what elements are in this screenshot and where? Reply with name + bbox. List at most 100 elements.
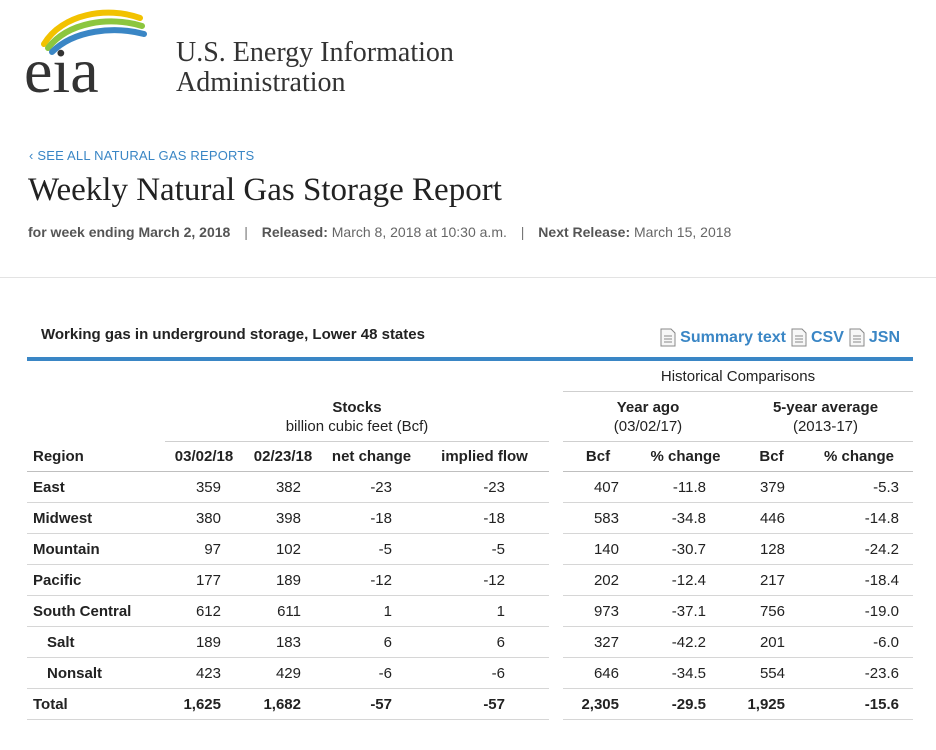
value-cell: -18	[420, 502, 549, 534]
value-cell: -24.2	[805, 533, 913, 565]
historical-comparisons-header: Historical Comparisons	[660, 368, 816, 385]
value-cell: 756	[738, 595, 805, 627]
value-cell: 327	[563, 626, 633, 658]
value-cell: -15.6	[805, 688, 913, 720]
value-cell: 446	[738, 502, 805, 534]
value-cell: 382	[243, 471, 323, 503]
value-cell: 554	[738, 657, 805, 689]
value-cell: -12	[323, 564, 420, 596]
year-ago-date: (03/02/17)	[613, 418, 683, 435]
table-row: South Central 612 611 1 1 973 -37.1 756 -19.0	[27, 595, 913, 627]
value-cell: -23	[420, 471, 549, 503]
value-cell: 380	[165, 502, 243, 534]
col-five-year-pct: % change	[805, 441, 913, 472]
json-link[interactable]: JSN	[849, 328, 900, 347]
value-cell: 177	[165, 564, 243, 596]
table-row: Salt 189 183 6 6 327 -42.2 201 -6.0	[27, 626, 913, 658]
column-header-row: Region 03/02/18 02/23/18 net change impl…	[27, 441, 913, 472]
col-region: Region	[27, 441, 165, 472]
value-cell: 612	[165, 595, 243, 627]
value-cell: 1	[420, 595, 549, 627]
org-name-line2: Administration	[176, 67, 346, 98]
page-title: Weekly Natural Gas Storage Report	[28, 172, 502, 208]
document-icon	[660, 328, 676, 347]
value-cell: 423	[165, 657, 243, 689]
value-cell: 611	[243, 595, 323, 627]
col-net-change: net change	[323, 441, 420, 472]
value-cell: -5	[323, 533, 420, 565]
table-row: Mountain 97 102 -5 -5 140 -30.7 128 -24.2	[27, 533, 913, 565]
svg-text:eia: eia	[24, 35, 99, 100]
csv-link[interactable]: CSV	[791, 328, 844, 347]
value-cell: -19.0	[805, 595, 913, 627]
separator: |	[520, 224, 525, 240]
week-label: for week ending March 2, 2018	[28, 224, 231, 240]
report-meta: for week ending March 2, 2018 | Released…	[28, 224, 731, 240]
value-cell: 97	[165, 533, 243, 565]
value-cell: -12.4	[633, 564, 738, 596]
org-name: U.S. Energy Information Administration	[176, 38, 454, 98]
value-cell: 202	[563, 564, 633, 596]
table-caption: Working gas in underground storage, Lowe…	[41, 326, 425, 343]
released-label: Released:	[261, 224, 328, 240]
csv-label: CSV	[810, 328, 844, 346]
json-label: JSN	[868, 328, 900, 346]
see-all-reports-link[interactable]: ‹ SEE ALL NATURAL GAS REPORTS	[29, 148, 255, 163]
col-prior-week: 02/23/18	[243, 441, 323, 472]
value-cell: -18.4	[805, 564, 913, 596]
value-cell: -12	[420, 564, 549, 596]
org-name-line1: U.S. Energy Information	[176, 37, 454, 68]
value-cell: -5.3	[805, 471, 913, 503]
value-cell: 1	[323, 595, 420, 627]
year-ago-title: Year ago	[616, 399, 680, 416]
value-cell: -23.6	[805, 657, 913, 689]
eia-logo[interactable]: eia	[22, 4, 152, 106]
next-release-label: Next Release:	[538, 224, 631, 240]
summary-text-link[interactable]: Summary text	[660, 328, 786, 347]
value-cell: -23	[323, 471, 420, 503]
value-cell: 183	[243, 626, 323, 658]
five-year-range: (2013-17)	[792, 418, 859, 435]
summary-text-label: Summary text	[680, 328, 786, 346]
value-cell: 398	[243, 502, 323, 534]
value-cell: -14.8	[805, 502, 913, 534]
table-body: East 359 382 -23 -23 407 -11.8 379 -5.3 Midwest 38…	[27, 471, 913, 720]
region-cell: Salt	[27, 626, 165, 658]
value-cell: 1,925	[738, 688, 805, 720]
stocks-title: Stocks	[332, 399, 382, 416]
value-cell: 646	[563, 657, 633, 689]
value-cell: 128	[738, 533, 805, 565]
value-cell: 189	[165, 626, 243, 658]
value-cell: -6	[420, 657, 549, 689]
region-cell: Pacific	[27, 564, 165, 596]
value-cell: -57	[323, 688, 420, 720]
value-cell: -6.0	[805, 626, 913, 658]
value-cell: 2,305	[563, 688, 633, 720]
value-cell: 583	[563, 502, 633, 534]
value-cell: -34.8	[633, 502, 738, 534]
value-cell: 1,682	[243, 688, 323, 720]
document-icon	[849, 328, 865, 347]
region-cell: Mountain	[27, 533, 165, 565]
table-row: Pacific 177 189 -12 -12 202 -12.4 217 -18.4	[27, 564, 913, 596]
value-cell: -57	[420, 688, 549, 720]
value-cell: 379	[738, 471, 805, 503]
table-top-rule	[27, 357, 913, 361]
value-cell: -42.2	[633, 626, 738, 658]
col-current-week: 03/02/18	[165, 441, 243, 472]
value-cell: 102	[243, 533, 323, 565]
next-release-value: March 15, 2018	[634, 224, 732, 240]
download-links: Summary text CSV JSN	[655, 328, 900, 347]
year-ago-header: Year ago (03/02/17)	[563, 398, 733, 436]
value-cell: -34.5	[633, 657, 738, 689]
region-cell: Midwest	[27, 502, 165, 534]
region-cell: Total	[27, 688, 165, 720]
value-cell: -11.8	[633, 471, 738, 503]
stocks-unit: billion cubic feet (Bcf)	[285, 418, 429, 435]
region-cell: East	[27, 471, 165, 503]
table-row: Midwest 380 398 -18 -18 583 -34.8 446 -14.8	[27, 502, 913, 534]
region-cell: South Central	[27, 595, 165, 627]
released-value: March 8, 2018 at 10:30 a.m.	[331, 224, 507, 240]
total-row: Total 1,625 1,682 -57 -57 2,305 -29.5 1,925 -15.…	[27, 688, 913, 720]
value-cell: 407	[563, 471, 633, 503]
